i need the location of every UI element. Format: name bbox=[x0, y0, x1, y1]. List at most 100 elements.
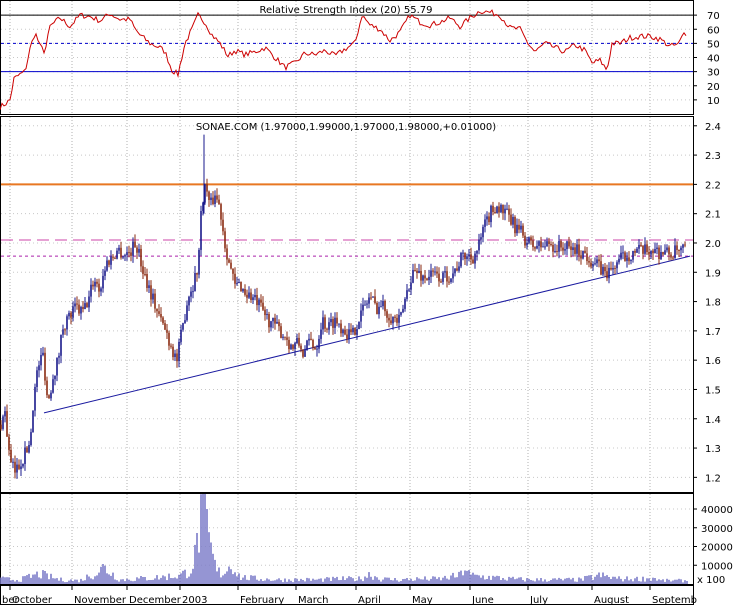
volume-bar bbox=[200, 494, 202, 584]
candle-body bbox=[256, 295, 258, 306]
candle-body bbox=[374, 296, 376, 303]
candle-body bbox=[290, 344, 292, 350]
candle-body bbox=[110, 256, 112, 265]
volume-bar bbox=[256, 579, 258, 584]
volume-bar bbox=[206, 509, 208, 584]
volume-bar bbox=[538, 580, 540, 584]
volume-bar bbox=[344, 580, 346, 584]
candle-body bbox=[202, 202, 204, 211]
candle-body bbox=[580, 255, 582, 259]
candle-body bbox=[58, 355, 60, 358]
candle-body bbox=[628, 257, 630, 262]
candle-body bbox=[640, 244, 642, 246]
volume-bar bbox=[618, 576, 620, 584]
candle-body bbox=[644, 244, 646, 254]
candle-body bbox=[458, 266, 460, 271]
candle-body bbox=[496, 206, 498, 214]
candle-body bbox=[360, 310, 362, 322]
candle-body bbox=[366, 303, 368, 305]
volume-bar bbox=[162, 575, 164, 584]
volume-bar bbox=[524, 581, 526, 584]
candle-body bbox=[146, 274, 148, 288]
volume-bar bbox=[360, 579, 362, 584]
candle-body bbox=[624, 252, 626, 261]
volume-bar bbox=[210, 542, 212, 584]
candle-body bbox=[526, 242, 528, 246]
candle-body bbox=[656, 247, 658, 249]
candle-body bbox=[324, 317, 326, 329]
volume-bar bbox=[272, 580, 274, 584]
volume-bar bbox=[446, 578, 448, 584]
candle-body bbox=[44, 352, 46, 381]
volume-bar bbox=[540, 578, 542, 584]
candle-body bbox=[488, 216, 490, 223]
candle-body bbox=[114, 257, 116, 259]
candle-body bbox=[564, 249, 566, 251]
volume-bar bbox=[204, 494, 206, 584]
volume-bar bbox=[20, 581, 22, 584]
volume-bar bbox=[140, 576, 142, 584]
volume-bar bbox=[602, 572, 604, 584]
candle-body bbox=[4, 411, 6, 417]
candle-body bbox=[258, 299, 260, 306]
volume-bar bbox=[176, 578, 178, 584]
volume-bar bbox=[454, 577, 456, 584]
candle-body bbox=[484, 219, 486, 227]
volume-bar bbox=[98, 572, 100, 584]
candle-body bbox=[494, 212, 496, 214]
candle-body bbox=[596, 259, 598, 264]
volume-bar bbox=[124, 581, 126, 584]
volume-bar bbox=[32, 574, 34, 584]
volume-bar bbox=[318, 578, 320, 584]
candle-body bbox=[46, 380, 48, 396]
rsi-y-tick-label: 20 bbox=[707, 82, 720, 93]
candle-body bbox=[218, 199, 220, 205]
volume-bar bbox=[314, 579, 316, 584]
volume-bar bbox=[36, 571, 38, 584]
candle-body bbox=[506, 208, 508, 210]
volume-bar bbox=[312, 578, 314, 584]
price-y-tick-label: 1.6 bbox=[705, 356, 721, 367]
volume-bar bbox=[510, 577, 512, 584]
candle-body bbox=[346, 334, 348, 339]
volume-bar bbox=[60, 577, 62, 584]
volume-bar bbox=[580, 578, 582, 584]
candle-body bbox=[26, 447, 28, 453]
candle-body bbox=[278, 321, 280, 327]
volume-bar bbox=[170, 578, 172, 584]
volume-bar bbox=[584, 576, 586, 584]
candle-body bbox=[404, 298, 406, 309]
candle-body bbox=[124, 255, 126, 257]
candle-body bbox=[260, 299, 262, 303]
candle-body bbox=[394, 316, 396, 318]
volume-bar bbox=[78, 582, 80, 584]
candle-body bbox=[236, 283, 238, 285]
volume-bar bbox=[292, 582, 294, 584]
volume-bar bbox=[670, 581, 672, 584]
candle-body bbox=[306, 340, 308, 350]
volume-bar bbox=[126, 578, 128, 584]
candle-body bbox=[238, 282, 240, 284]
volume-bar bbox=[374, 576, 376, 584]
x-tick-label: August bbox=[594, 595, 629, 605]
volume-bar bbox=[28, 573, 30, 584]
candle-body bbox=[70, 312, 72, 318]
volume-bar bbox=[50, 573, 52, 584]
volume-bar bbox=[506, 580, 508, 584]
candle-body bbox=[92, 284, 94, 287]
rsi-y-tick-label: 50 bbox=[707, 39, 720, 50]
candle-body bbox=[76, 303, 78, 305]
candle-body bbox=[226, 248, 228, 260]
candle-body bbox=[678, 250, 680, 251]
candle-body bbox=[356, 329, 358, 335]
volume-bar bbox=[554, 578, 556, 584]
volume-bar bbox=[268, 579, 270, 584]
candle-body bbox=[232, 268, 234, 274]
candle-body bbox=[354, 327, 356, 335]
volume-bar bbox=[570, 579, 572, 584]
candle-body bbox=[150, 285, 152, 300]
candle-body bbox=[184, 320, 186, 324]
candle-body bbox=[464, 252, 466, 259]
volume-bar bbox=[418, 578, 420, 584]
candle-body bbox=[574, 247, 576, 254]
